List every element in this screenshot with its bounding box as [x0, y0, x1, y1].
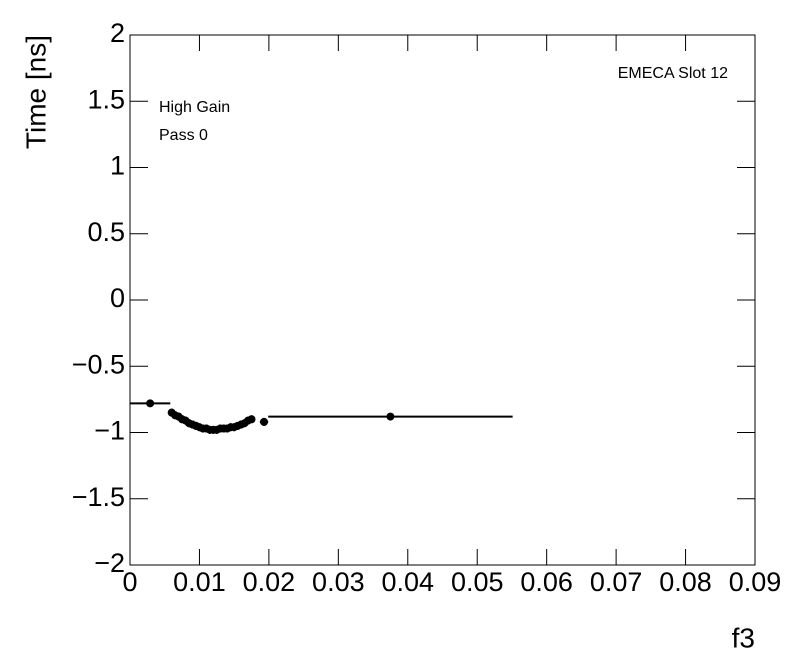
y-axis-label: Time [ns] — [20, 35, 51, 149]
x-tick-label: 0.08 — [659, 567, 712, 597]
x-tick-label: 0.06 — [520, 567, 573, 597]
x-tick-label: 0.04 — [381, 567, 434, 597]
x-tick-label: 0.05 — [451, 567, 504, 597]
x-tick-label: 0.09 — [729, 567, 782, 597]
annotation: Pass 0 — [159, 127, 208, 144]
y-tick-label: 1 — [110, 151, 125, 181]
x-tick-label: 0.03 — [312, 567, 365, 597]
y-tick-label: −1.5 — [72, 482, 125, 512]
x-tick-label: 0.01 — [173, 567, 226, 597]
y-tick-label: −2 — [94, 548, 125, 578]
point — [260, 417, 269, 426]
x-tick-label: 0.07 — [590, 567, 643, 597]
y-tick-label: −0.5 — [72, 349, 125, 379]
x-tick-label: 0.02 — [243, 567, 296, 597]
y-tick-label: −1 — [94, 416, 125, 446]
point — [247, 415, 256, 424]
point — [386, 412, 395, 421]
y-tick-label: 2 — [110, 18, 125, 48]
annotation: EMECA Slot 12 — [618, 65, 728, 82]
x-tick-label: 0 — [122, 567, 137, 597]
y-tick-label: 1.5 — [87, 84, 125, 114]
y-tick-label: 0 — [110, 283, 125, 313]
x-axis-label: f3 — [732, 622, 755, 653]
annotation: High Gain — [159, 99, 230, 116]
point — [146, 399, 155, 408]
y-tick-label: 0.5 — [87, 217, 125, 247]
